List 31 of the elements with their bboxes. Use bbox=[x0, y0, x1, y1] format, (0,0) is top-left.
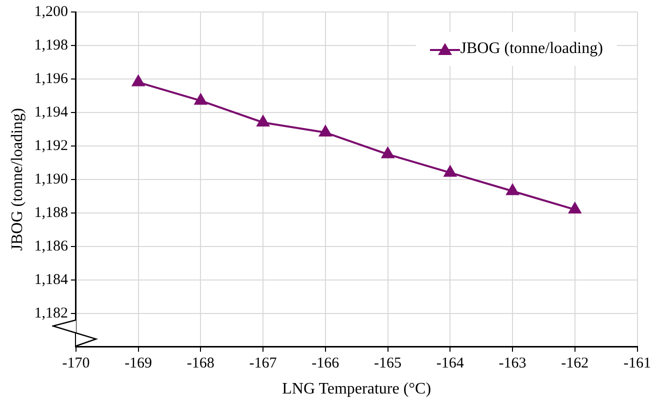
y-axis-title: JBOG (tonne/loading) bbox=[8, 108, 26, 251]
point bbox=[381, 146, 394, 158]
y-tick-label: 1,188 bbox=[34, 204, 68, 221]
point bbox=[506, 184, 520, 196]
point bbox=[256, 114, 270, 126]
x-tick-label: -170 bbox=[62, 356, 90, 372]
y-tick-label: 1,190 bbox=[34, 171, 68, 188]
point bbox=[444, 165, 457, 177]
y-tick-label: 1,184 bbox=[34, 272, 68, 288]
x-tick-label: -163 bbox=[498, 356, 526, 372]
x-tick-label: -162 bbox=[561, 356, 589, 372]
legend-label: JBOG (tonne/loading) bbox=[460, 40, 603, 58]
x-tick-label: -169 bbox=[124, 356, 152, 372]
y-tick-label: 1,186 bbox=[34, 238, 68, 254]
point bbox=[194, 93, 208, 105]
x-tick-label: -164 bbox=[436, 356, 464, 372]
x-tick-label: -167 bbox=[249, 356, 278, 372]
y-tick-label: 1,200 bbox=[34, 4, 68, 20]
point bbox=[318, 125, 332, 137]
x-tick-label: -166 bbox=[312, 356, 340, 372]
y-tick-label: 1,192 bbox=[34, 138, 68, 154]
y-tick-label: 1,196 bbox=[34, 70, 68, 87]
y-tick-label: 1,194 bbox=[34, 104, 68, 120]
y-tick-label: 1,182 bbox=[34, 305, 68, 322]
x-axis-title: LNG Temperature (°C) bbox=[282, 380, 432, 398]
point bbox=[568, 202, 582, 214]
x-tick-label: -161 bbox=[624, 356, 651, 372]
point bbox=[132, 74, 145, 86]
x-tick-label: -165 bbox=[374, 356, 402, 372]
y-tick-label: 1,198 bbox=[34, 37, 68, 54]
x-tick-label: -168 bbox=[186, 356, 214, 372]
